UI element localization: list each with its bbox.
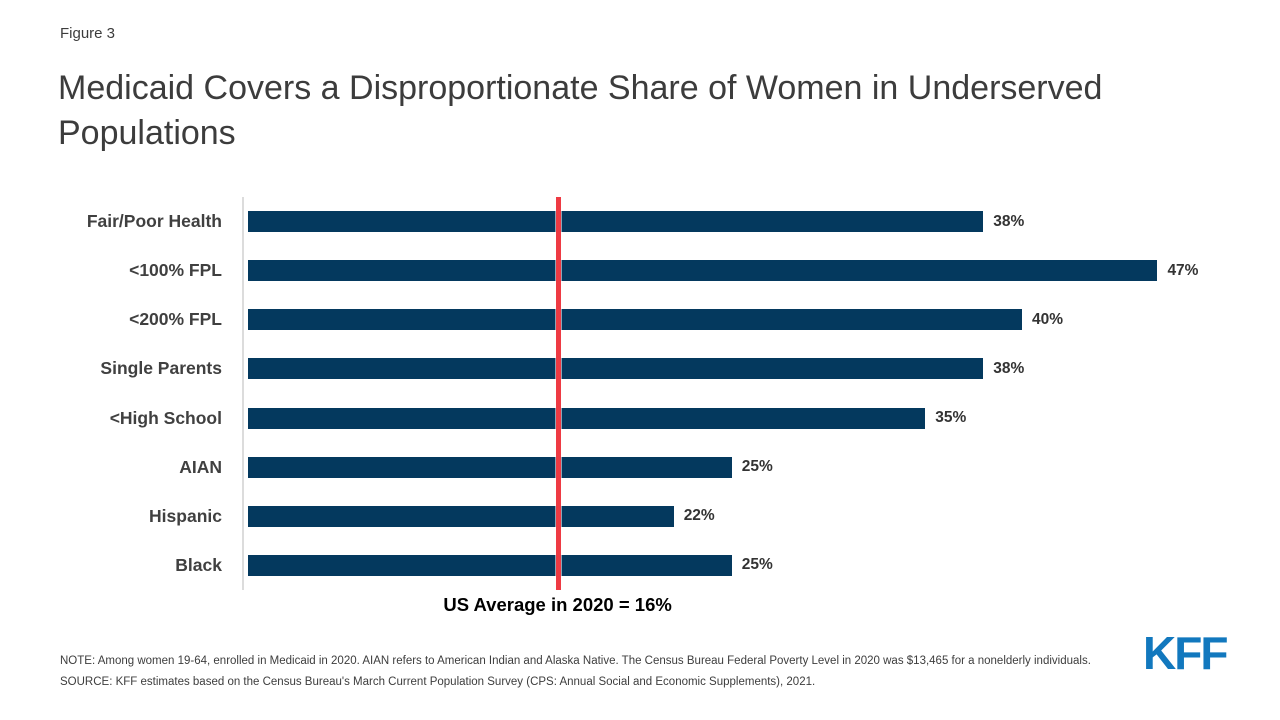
chart-row: Single Parents 38% [60, 344, 1230, 393]
category-label: Black [175, 554, 222, 575]
bar [248, 260, 1158, 282]
value-label: 38% [993, 212, 1025, 230]
y-axis-line [242, 197, 244, 590]
value-label: 47% [1167, 261, 1199, 279]
category-label: Fair/Poor Health [86, 211, 222, 232]
bar [248, 505, 674, 527]
value-label: 22% [683, 507, 715, 525]
value-label: 38% [993, 359, 1025, 377]
bar [248, 554, 732, 576]
value-label: 25% [741, 556, 773, 574]
notes-block: NOTE: Among women 19-64, enrolled in Med… [60, 653, 1115, 691]
chart-row: <200% FPL 40% [60, 295, 1230, 344]
bar-track: 47% [242, 246, 1230, 295]
bar-track: 38% [242, 344, 1230, 393]
chart-row: AIAN 25% [60, 443, 1230, 492]
bar [248, 211, 984, 233]
chart-row: Black 25% [60, 541, 1230, 590]
value-label: 40% [1032, 310, 1064, 328]
chart-title: Medicaid Covers a Disproportionate Share… [58, 69, 1103, 152]
category-label: Single Parents [100, 358, 222, 379]
note-text: NOTE: Among women 19-64, enrolled in Med… [60, 655, 1091, 667]
kff-logo: KFF [1143, 627, 1228, 679]
bar-chart: Fair/Poor Health 38% <100% FPL 47% <200%… [60, 197, 1230, 590]
category-label: AIAN [179, 456, 222, 477]
bar-track: 22% [242, 492, 1230, 541]
chart-row: Fair/Poor Health 38% [60, 197, 1230, 246]
bar-track: 35% [242, 394, 1230, 443]
us-average-label: US Average in 2020 = 16% [443, 594, 672, 615]
value-label: 25% [741, 458, 773, 476]
bar [248, 358, 984, 380]
category-label: <100% FPL [129, 260, 222, 281]
bar [248, 309, 1022, 331]
category-label: <200% FPL [129, 309, 222, 330]
category-label: Hispanic [149, 505, 222, 526]
bar-track: 25% [242, 541, 1230, 590]
bar-track: 38% [242, 197, 1230, 246]
bar [248, 407, 926, 429]
us-average-reference-line [555, 197, 561, 590]
value-label: 35% [935, 409, 967, 427]
figure-label: Figure 3 [60, 25, 116, 42]
chart-row: <100% FPL 47% [60, 246, 1230, 295]
source-text: SOURCE: KFF estimates based on the Censu… [60, 676, 816, 688]
chart-row: <High School 35% [60, 394, 1230, 443]
bar-track: 40% [242, 295, 1230, 344]
bar-track: 25% [242, 443, 1230, 492]
chart-row: Hispanic 22% [60, 492, 1230, 541]
category-label: <High School [109, 407, 222, 428]
bar [248, 456, 732, 478]
chart-rows: Fair/Poor Health 38% <100% FPL 47% <200%… [60, 197, 1230, 590]
